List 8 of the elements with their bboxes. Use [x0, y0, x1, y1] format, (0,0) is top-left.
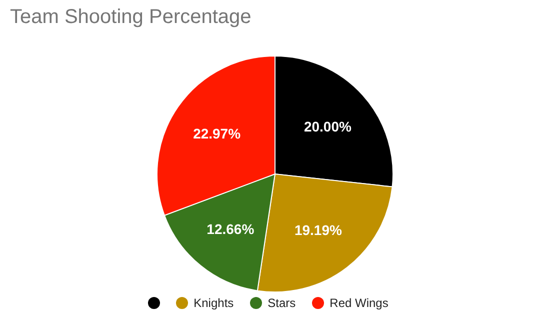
data-label: 20.00% [304, 118, 352, 135]
legend-label: Red Wings [330, 296, 388, 310]
data-label: 12.66% [206, 221, 255, 238]
chart-title: Team Shooting Percentage [10, 6, 252, 29]
data-label: 22.97% [193, 126, 242, 142]
data-label: 19.19% [294, 222, 342, 238]
legend-label: Knights [194, 296, 234, 310]
legend-label: Stars [268, 296, 296, 310]
